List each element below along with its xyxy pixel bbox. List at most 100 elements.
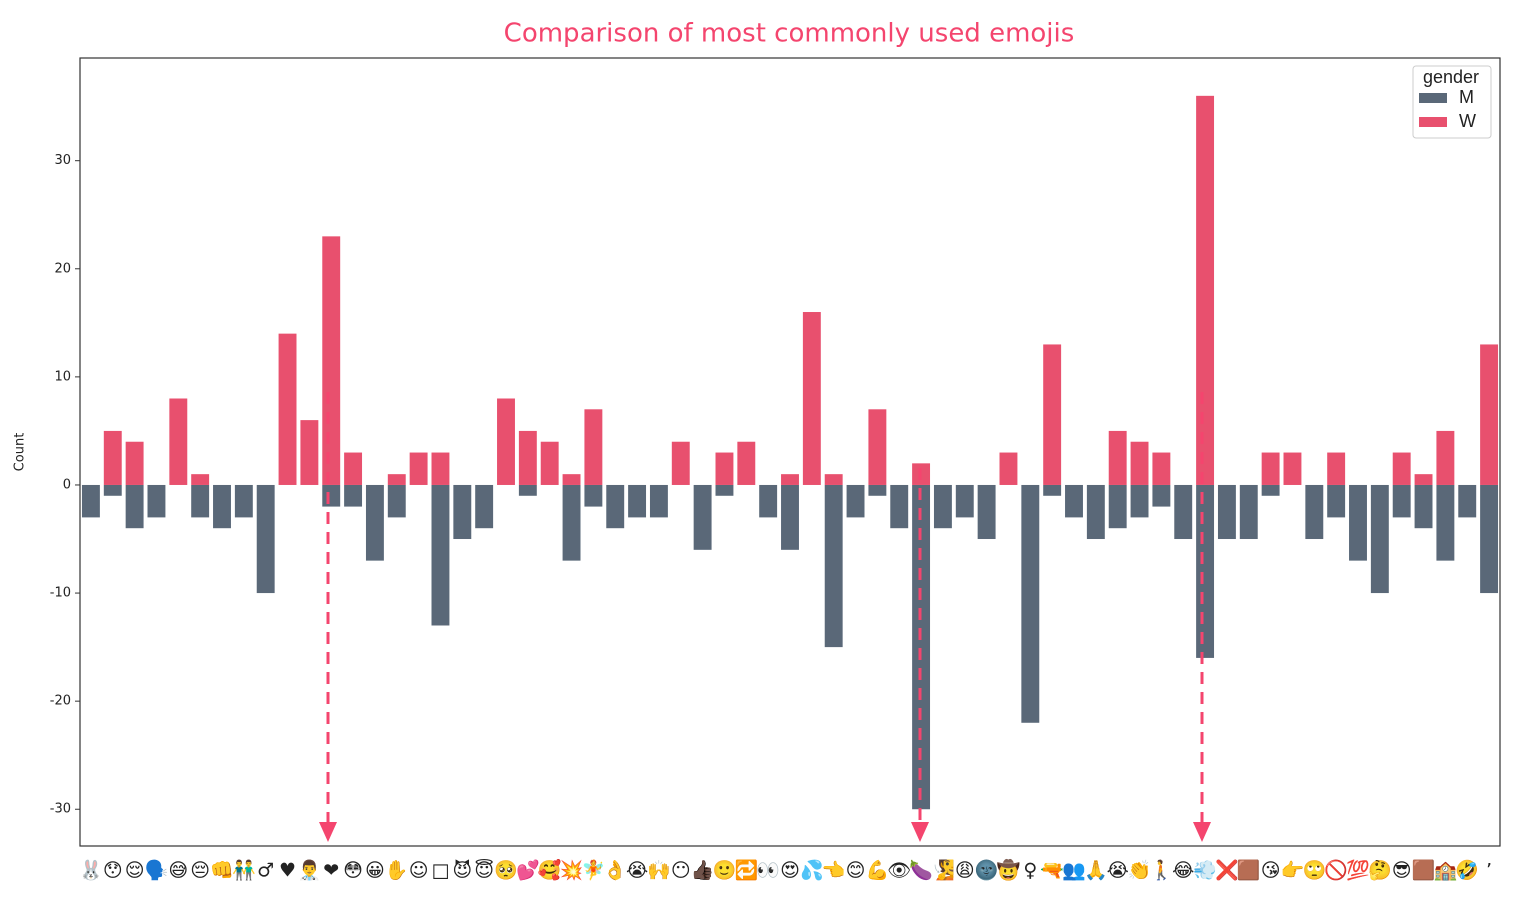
bar xyxy=(802,312,821,485)
x-tick-label: 😈 xyxy=(452,859,472,882)
x-tick-label: ’ xyxy=(1486,860,1492,882)
legend-title: gender xyxy=(1423,67,1479,87)
bar xyxy=(1480,344,1499,485)
x-tick-label: 🧚 xyxy=(582,859,606,882)
bar xyxy=(1436,484,1455,561)
bar xyxy=(977,484,996,540)
chart-title: Comparison of most commonly used emojis xyxy=(504,19,1075,49)
x-tick-label: 😎 xyxy=(1392,860,1412,882)
x-tick-label: ❌ xyxy=(1215,859,1239,882)
x-tick-label: 😯 xyxy=(103,860,123,882)
x-tick-label: 👊 xyxy=(210,860,234,882)
x-tick-label: ♥ xyxy=(279,860,296,882)
x-tick-label: ♂ xyxy=(257,860,274,882)
bar xyxy=(125,484,144,529)
bar xyxy=(409,452,428,485)
plot-area xyxy=(81,95,1499,810)
x-tick-label: 👨‍⚕️ xyxy=(298,859,322,882)
bar xyxy=(1392,484,1411,518)
bar xyxy=(584,409,603,485)
x-tick-label: 🥰 xyxy=(538,859,562,882)
bar xyxy=(1305,484,1324,540)
bar xyxy=(846,484,865,518)
bar xyxy=(781,484,799,550)
bar xyxy=(322,236,341,485)
bar xyxy=(344,452,363,485)
x-tick-label: 👁 xyxy=(887,860,911,882)
bar xyxy=(191,484,210,518)
bar xyxy=(1327,484,1346,518)
x-tick-label: 👥 xyxy=(1062,860,1086,882)
x-tick-label: 😔 xyxy=(190,860,210,882)
bar xyxy=(344,484,363,507)
bar xyxy=(1152,452,1171,485)
x-tick-label: 😭 xyxy=(1107,860,1129,882)
bar xyxy=(1217,484,1236,540)
x-tick-label: 😶 xyxy=(671,860,691,882)
x-tick-label: 😊 xyxy=(846,860,866,882)
bar xyxy=(1239,484,1258,540)
bar xyxy=(1196,95,1215,485)
x-tick-label: 😌 xyxy=(125,860,145,882)
x-tick-label: 😍 xyxy=(780,860,800,882)
x-tick-label: 🥺 xyxy=(494,860,518,882)
bar xyxy=(1349,484,1367,561)
bar xyxy=(256,484,275,594)
bar xyxy=(103,484,122,496)
bar xyxy=(387,474,406,485)
bar xyxy=(125,441,144,485)
x-tick-label: ♀ xyxy=(1023,860,1037,882)
bar xyxy=(933,484,952,529)
arrow-head xyxy=(319,822,337,842)
bar xyxy=(1043,344,1062,485)
bar xyxy=(759,484,778,518)
bar xyxy=(584,484,603,507)
bar xyxy=(300,420,319,485)
y-tick-label: 30 xyxy=(54,153,71,168)
bar xyxy=(1043,484,1062,496)
x-tick-label: 🗣️ xyxy=(145,859,169,882)
x-tick-label: 💪 xyxy=(866,859,890,882)
x-tick-label: 🧏 xyxy=(931,859,955,882)
x-tick-label: 🤣 xyxy=(1454,859,1479,883)
x-tick-label: 🔫 xyxy=(1040,860,1064,882)
legend-label: M xyxy=(1459,87,1474,107)
bar xyxy=(693,484,712,550)
bar xyxy=(1414,484,1433,529)
bar xyxy=(868,409,887,485)
bar xyxy=(715,484,734,496)
bar xyxy=(103,430,122,485)
bar xyxy=(1174,484,1193,540)
x-tick-label: 😩 xyxy=(955,860,975,882)
y-tick-label: 10 xyxy=(54,369,71,384)
bar xyxy=(1436,430,1455,485)
x-tick-label: 👏 xyxy=(1128,859,1152,882)
x-tick-label: 😅 xyxy=(168,860,188,882)
bar xyxy=(431,452,450,485)
x-tick-label: 😀 xyxy=(365,860,385,882)
bar xyxy=(147,484,166,518)
y-tick-label: 20 xyxy=(54,261,71,276)
x-tick-label: ☺ xyxy=(409,860,429,882)
bar xyxy=(562,484,581,561)
x-tick-label: 😭 xyxy=(626,860,648,882)
legend-label: W xyxy=(1459,111,1476,131)
bar xyxy=(1480,484,1499,594)
bar xyxy=(234,484,253,518)
x-tick-label: 😳 xyxy=(343,860,363,882)
bar xyxy=(824,484,843,648)
x-tick-label: 🙏 xyxy=(1084,860,1108,882)
x-tick-label: 💦 xyxy=(800,858,824,882)
bar xyxy=(1196,484,1215,658)
x-tick-label: 👈 xyxy=(822,860,846,882)
x-tick-label: 💯 xyxy=(1346,859,1370,882)
x-tick-label: 🙄 xyxy=(1302,860,1326,882)
x-tick-label: 🚫 xyxy=(1324,859,1348,882)
x-tick-label: 🔁 xyxy=(734,859,758,882)
y-tick-label: -10 xyxy=(50,586,71,601)
bar xyxy=(518,430,537,485)
bar xyxy=(955,484,974,518)
bar xyxy=(1065,484,1083,518)
x-tick-label: 👌 xyxy=(603,860,627,882)
x-tick-label: 🟫 xyxy=(1412,859,1436,882)
